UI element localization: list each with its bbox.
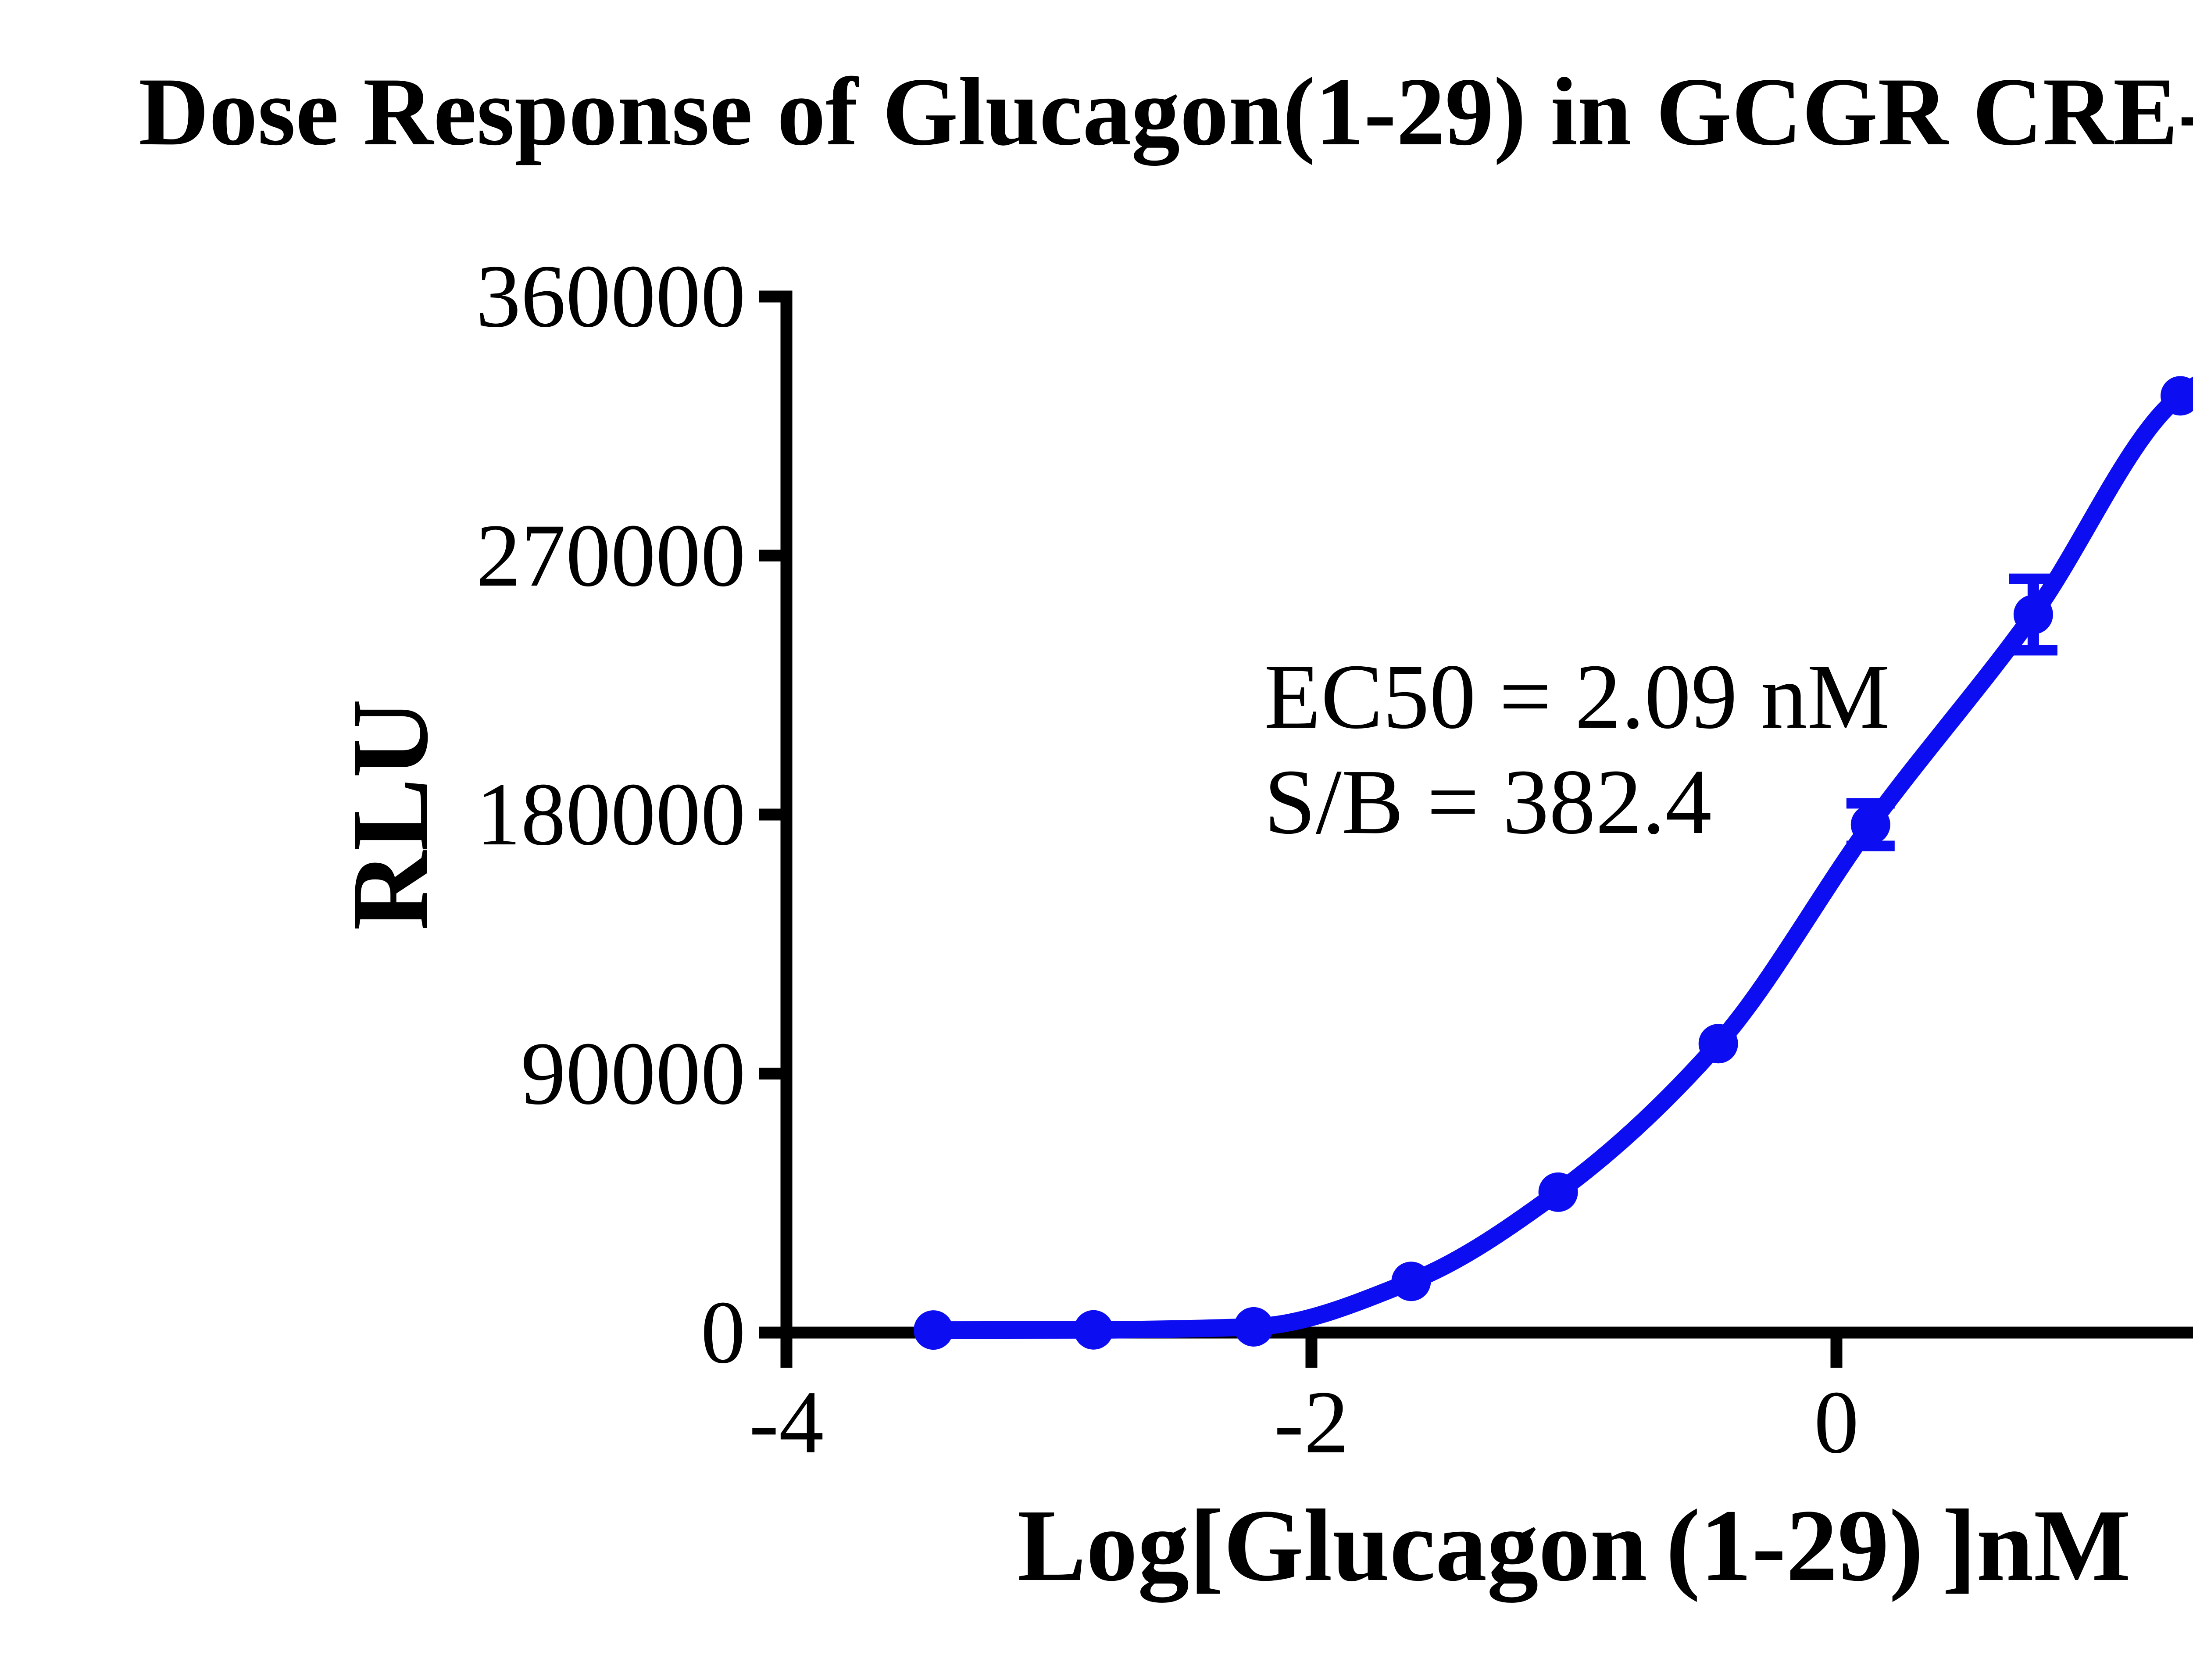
data-point [2013,595,2053,635]
y-tick-label: 360000 [476,247,746,346]
chart-title: Dose Response of Glucagon(1-29) in GCGR … [139,58,2193,166]
y-tick-label: 0 [700,1283,746,1382]
data-point [1538,1172,1578,1212]
y-tick-label: 90000 [521,1023,746,1123]
data-point [1850,804,1890,844]
data-point [1698,1024,1738,1064]
data-point [2161,376,2193,416]
signal-to-background-value: S/B = 382.4 [1264,750,1712,853]
x-tick-label: 0 [1814,1373,1859,1472]
result-annotation: EC50 = 2.09 nM S/B = 382.4 [1264,644,1890,854]
x-axis-title-suffix: ]nM [1942,1488,2131,1602]
ec50-value: EC50 = 2.09 nM [1264,645,1890,748]
x-tick-label: -2 [1274,1373,1349,1472]
x-tick-label: -4 [749,1373,824,1472]
y-tick-label: 180000 [476,765,746,864]
data-point [1074,1310,1114,1350]
x-axis-title-prefix: Log[Glucagon [1017,1488,1647,1602]
y-tick-label: 270000 [476,505,746,605]
data-point [914,1310,954,1350]
x-axis-title: Log[Glucagon (1-29)]nM [0,1486,2193,1605]
x-axis-title-range: (1-29) [1666,1488,1924,1602]
fit-curve [925,376,2193,1339]
data-point [1234,1307,1274,1347]
data-point [1391,1262,1431,1301]
